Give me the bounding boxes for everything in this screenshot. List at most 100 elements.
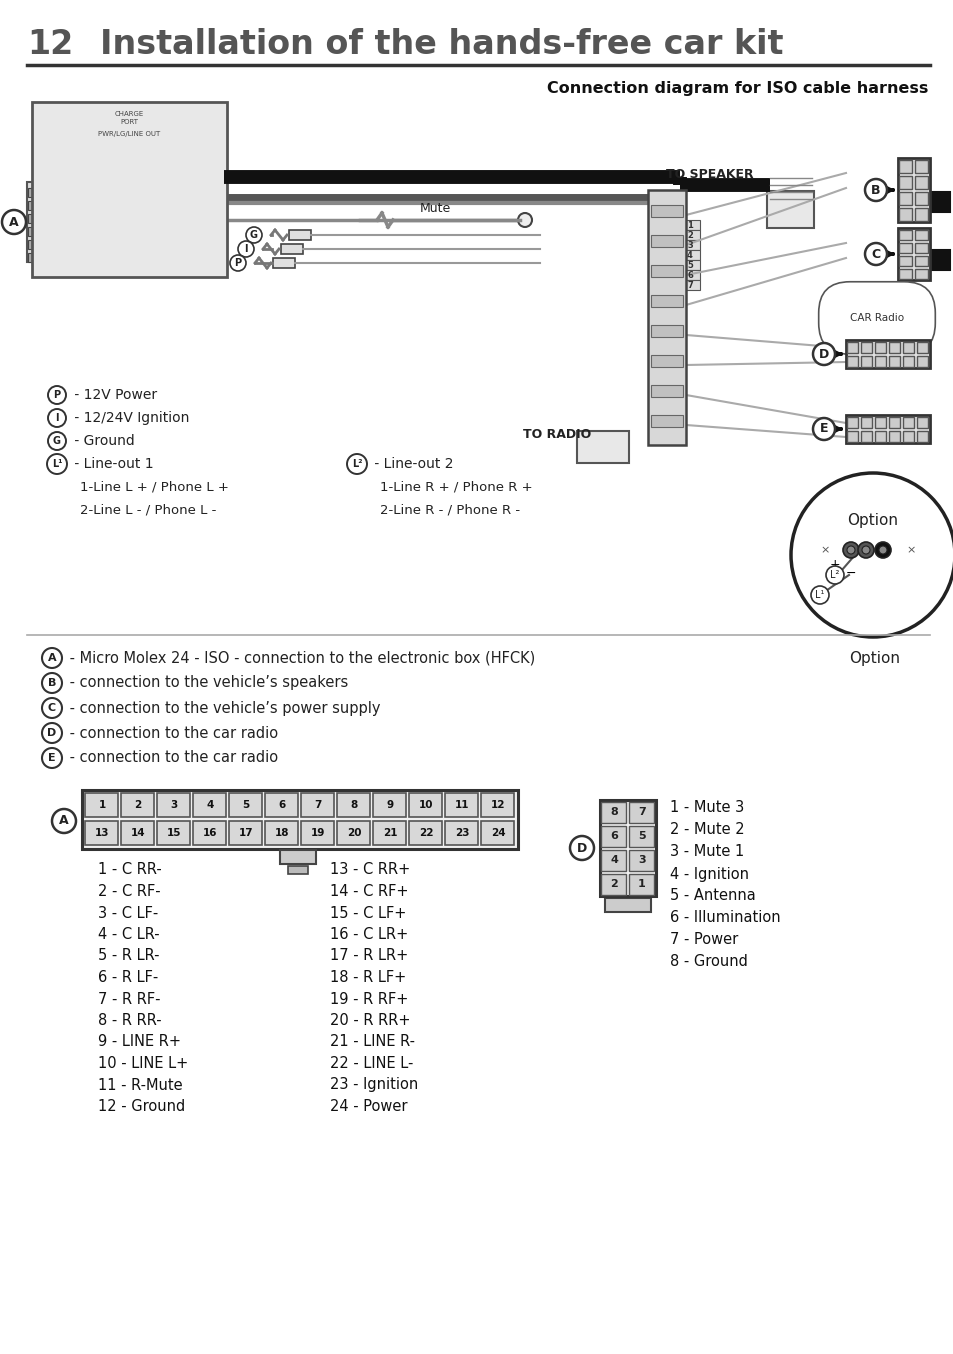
FancyBboxPatch shape bbox=[899, 191, 911, 204]
Text: 20: 20 bbox=[346, 827, 361, 838]
FancyBboxPatch shape bbox=[28, 214, 39, 223]
FancyBboxPatch shape bbox=[899, 268, 911, 279]
Text: 12: 12 bbox=[490, 799, 505, 810]
Text: 6 - R LF-: 6 - R LF- bbox=[98, 969, 158, 984]
FancyBboxPatch shape bbox=[601, 826, 626, 846]
Text: 12 - Ground: 12 - Ground bbox=[98, 1099, 185, 1114]
Text: E: E bbox=[819, 422, 827, 436]
FancyBboxPatch shape bbox=[157, 821, 191, 845]
Text: 2: 2 bbox=[134, 799, 141, 810]
Text: 1: 1 bbox=[686, 221, 692, 229]
FancyBboxPatch shape bbox=[915, 160, 927, 172]
Text: L¹: L¹ bbox=[51, 459, 62, 468]
Text: D: D bbox=[818, 348, 828, 360]
FancyBboxPatch shape bbox=[157, 144, 166, 153]
Circle shape bbox=[878, 546, 886, 554]
Text: 21 - LINE R-: 21 - LINE R- bbox=[330, 1034, 415, 1049]
Text: 11 - R-Mute: 11 - R-Mute bbox=[98, 1078, 182, 1093]
Text: 19: 19 bbox=[311, 827, 325, 838]
FancyBboxPatch shape bbox=[409, 821, 442, 845]
Text: 12: 12 bbox=[27, 28, 73, 61]
Text: ×: × bbox=[905, 546, 915, 555]
Text: - connection to the car radio: - connection to the car radio bbox=[65, 750, 278, 765]
Text: 1-Line L + / Phone L +: 1-Line L + / Phone L + bbox=[80, 481, 229, 493]
Circle shape bbox=[42, 747, 62, 768]
Text: L²: L² bbox=[352, 459, 362, 468]
Text: 10 - LINE L+: 10 - LINE L+ bbox=[98, 1056, 188, 1071]
Text: 3: 3 bbox=[638, 854, 645, 865]
FancyBboxPatch shape bbox=[888, 417, 900, 428]
FancyBboxPatch shape bbox=[875, 356, 885, 367]
Circle shape bbox=[864, 179, 886, 200]
FancyBboxPatch shape bbox=[601, 802, 626, 822]
FancyBboxPatch shape bbox=[679, 240, 700, 250]
Text: A: A bbox=[10, 215, 19, 229]
FancyBboxPatch shape bbox=[629, 873, 654, 895]
Text: TO RADIO: TO RADIO bbox=[522, 428, 591, 441]
FancyBboxPatch shape bbox=[629, 802, 654, 822]
FancyBboxPatch shape bbox=[157, 154, 166, 164]
FancyBboxPatch shape bbox=[86, 821, 118, 845]
FancyBboxPatch shape bbox=[601, 873, 626, 895]
FancyBboxPatch shape bbox=[195, 154, 205, 164]
FancyBboxPatch shape bbox=[846, 431, 858, 441]
FancyBboxPatch shape bbox=[629, 849, 654, 871]
Text: P: P bbox=[53, 390, 60, 399]
Text: 5: 5 bbox=[242, 799, 250, 810]
Text: B: B bbox=[48, 678, 56, 688]
FancyBboxPatch shape bbox=[650, 385, 682, 397]
Text: 6: 6 bbox=[278, 799, 285, 810]
FancyBboxPatch shape bbox=[650, 414, 682, 427]
Text: 2 - Mute 2: 2 - Mute 2 bbox=[669, 822, 744, 838]
FancyBboxPatch shape bbox=[230, 821, 262, 845]
Text: 7: 7 bbox=[314, 799, 321, 810]
Text: 1: 1 bbox=[638, 879, 645, 890]
FancyBboxPatch shape bbox=[915, 191, 927, 204]
FancyBboxPatch shape bbox=[846, 341, 858, 352]
FancyBboxPatch shape bbox=[679, 260, 700, 269]
Text: 17 - R LR+: 17 - R LR+ bbox=[330, 949, 408, 964]
Text: 8: 8 bbox=[350, 799, 357, 810]
Text: 23: 23 bbox=[455, 827, 469, 838]
Text: - connection to the vehicle’s power supply: - connection to the vehicle’s power supp… bbox=[65, 700, 380, 715]
FancyBboxPatch shape bbox=[301, 793, 335, 816]
FancyBboxPatch shape bbox=[337, 821, 370, 845]
FancyBboxPatch shape bbox=[915, 207, 927, 221]
FancyBboxPatch shape bbox=[28, 188, 39, 196]
FancyBboxPatch shape bbox=[897, 158, 929, 222]
FancyBboxPatch shape bbox=[899, 229, 911, 240]
Circle shape bbox=[846, 546, 854, 554]
Circle shape bbox=[569, 835, 594, 860]
FancyBboxPatch shape bbox=[28, 253, 39, 263]
FancyBboxPatch shape bbox=[875, 417, 885, 428]
FancyBboxPatch shape bbox=[899, 207, 911, 221]
Circle shape bbox=[857, 542, 873, 558]
Text: 7 - Power: 7 - Power bbox=[669, 933, 738, 948]
Text: 2-Line L - / Phone L -: 2-Line L - / Phone L - bbox=[80, 504, 216, 516]
Text: 8 - Ground: 8 - Ground bbox=[669, 955, 747, 969]
Text: −: − bbox=[845, 566, 856, 580]
Circle shape bbox=[48, 386, 66, 403]
FancyBboxPatch shape bbox=[121, 821, 154, 845]
Text: 1: 1 bbox=[98, 799, 106, 810]
FancyBboxPatch shape bbox=[66, 154, 75, 164]
FancyBboxPatch shape bbox=[183, 154, 192, 164]
Circle shape bbox=[825, 566, 843, 584]
Text: +: + bbox=[829, 558, 840, 571]
FancyBboxPatch shape bbox=[601, 849, 626, 871]
Text: 16 - C LR+: 16 - C LR+ bbox=[330, 927, 408, 942]
FancyBboxPatch shape bbox=[118, 144, 127, 153]
Text: ×: × bbox=[820, 546, 829, 555]
FancyBboxPatch shape bbox=[650, 236, 682, 246]
Text: 2: 2 bbox=[686, 230, 692, 240]
FancyBboxPatch shape bbox=[875, 431, 885, 441]
FancyBboxPatch shape bbox=[118, 154, 127, 164]
Text: L²: L² bbox=[829, 570, 839, 580]
FancyBboxPatch shape bbox=[888, 341, 900, 352]
FancyBboxPatch shape bbox=[845, 414, 929, 443]
FancyBboxPatch shape bbox=[288, 867, 308, 873]
Circle shape bbox=[230, 255, 246, 271]
FancyBboxPatch shape bbox=[40, 154, 49, 164]
Text: I: I bbox=[55, 413, 59, 422]
FancyBboxPatch shape bbox=[917, 417, 927, 428]
